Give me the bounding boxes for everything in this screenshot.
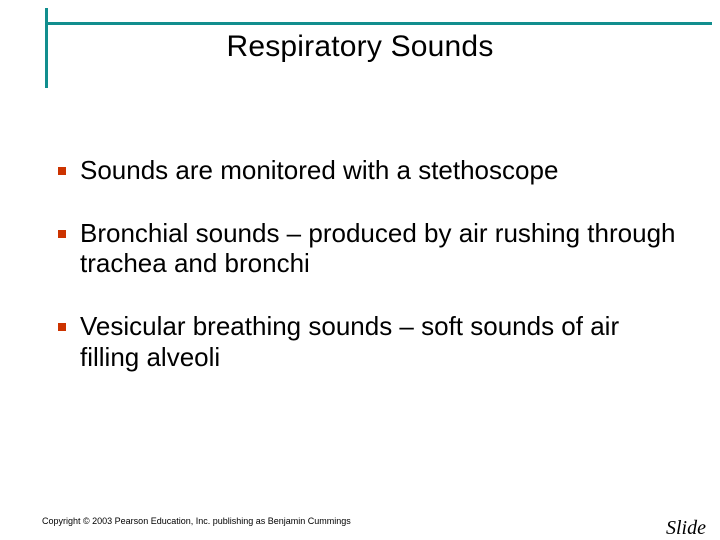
page-title: Respiratory Sounds (0, 30, 720, 64)
list-item: Sounds are monitored with a stethoscope (58, 155, 682, 186)
bullet-text: Sounds are monitored with a stethoscope (80, 155, 558, 186)
copyright-text: Copyright © 2003 Pearson Education, Inc.… (42, 516, 351, 526)
slide-number-label: Slide (666, 517, 706, 540)
horizontal-rule (45, 22, 712, 25)
bullet-text: Vesicular breathing sounds – soft sounds… (80, 311, 682, 372)
bullet-list: Sounds are monitored with a stethoscope … (58, 155, 682, 404)
list-item: Bronchial sounds – produced by air rushi… (58, 218, 682, 279)
bullet-icon (58, 323, 66, 331)
bullet-icon (58, 167, 66, 175)
list-item: Vesicular breathing sounds – soft sounds… (58, 311, 682, 372)
bullet-text: Bronchial sounds – produced by air rushi… (80, 218, 682, 279)
bullet-icon (58, 230, 66, 238)
